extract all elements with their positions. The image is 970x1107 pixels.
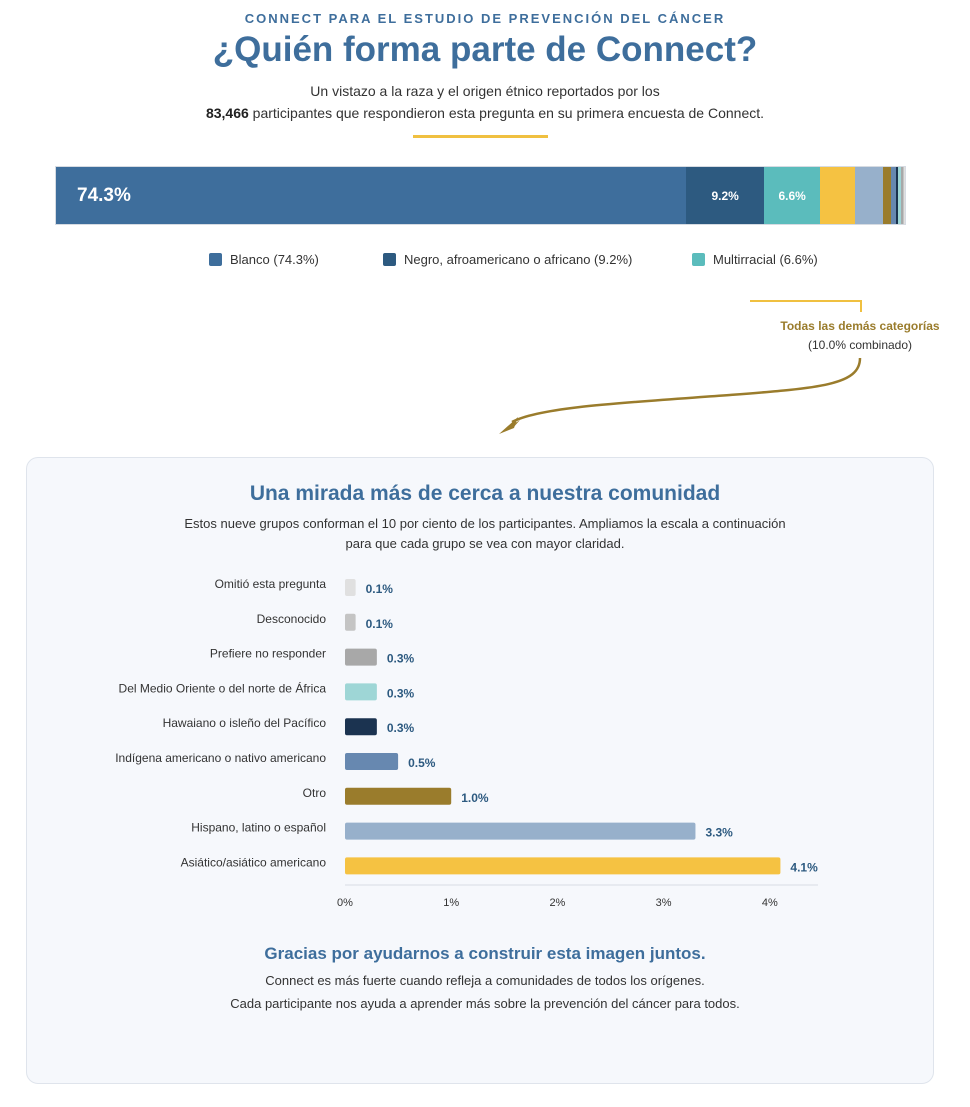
- callout-arrow-curve: [511, 357, 862, 424]
- category-label: Hispano, latino o español: [191, 821, 326, 835]
- overview-segment-indigena: [891, 167, 896, 224]
- detail-bar: [345, 683, 377, 701]
- detail-bar: [345, 718, 377, 736]
- callout-arrow-icon: [499, 357, 862, 434]
- detail-bar: [345, 648, 377, 666]
- category-label: Indígena americano o nativo americano: [115, 751, 326, 765]
- overview-segment-multirracial: 6.6%: [764, 167, 821, 224]
- detail-bar: [345, 579, 356, 596]
- category-label: Hawaiano o isleño del Pacífico: [163, 716, 327, 730]
- participant-count: 83,466: [205, 105, 249, 121]
- overview-segment-desconocido: [903, 167, 905, 224]
- overview-segment-otro: [882, 167, 892, 224]
- thanks-line-2: Cada participante nos ayuda a aprender m…: [230, 996, 740, 1011]
- category-label: Asiático/asiático americano: [181, 855, 327, 869]
- overview-segment-hispano: [854, 167, 883, 224]
- value-label: 0.1%: [366, 617, 394, 631]
- value-label: 0.1%: [366, 582, 394, 596]
- overview-segment-negro: 9.2%: [686, 167, 765, 224]
- legend-swatch: [383, 253, 396, 266]
- detail-bar: [345, 613, 356, 631]
- value-label: 0.3%: [387, 721, 415, 735]
- value-label: 3.3%: [705, 826, 733, 840]
- overview-segment-label: 74.3%: [77, 184, 131, 206]
- intro-line-2: 83,466 participantes que respondieron es…: [0, 105, 970, 121]
- callout-arrow-head-fill: [499, 417, 518, 434]
- legend-item-negro: Negro, afroamericano o africano (9.2%): [383, 252, 632, 267]
- legend-item-blanco: Blanco (74.3%): [209, 252, 319, 267]
- value-label: 0.5%: [408, 756, 436, 770]
- detail-bar: [345, 753, 399, 770]
- detail-bar-chart: Omitió esta pregunta 0.1% Desconocido 0.1% P…: [115, 577, 818, 909]
- overview-segment-label: 9.2%: [711, 188, 739, 203]
- overview-segment-asiatico: [820, 167, 855, 224]
- category-label: Prefiere no responder: [210, 647, 326, 661]
- panel-title: Una mirada más de cerca a nuestra comuni…: [249, 482, 721, 505]
- closer-look-panel: [26, 457, 934, 1084]
- x-tick-label: 3%: [656, 897, 672, 909]
- value-label: 4.1%: [790, 860, 818, 874]
- category-label: Del Medio Oriente o del norte de África: [119, 680, 327, 695]
- detail-bar: [345, 787, 452, 805]
- thanks-title: Gracias por ayudarnos a construir esta i…: [264, 944, 706, 963]
- panel-subtitle-1: Estos nueve grupos conforman el 10 por c…: [184, 516, 786, 531]
- x-tick-label: 2%: [549, 897, 565, 909]
- overview-segment-hawaiano: [895, 167, 899, 224]
- overview-segment-medio_oriente: [898, 167, 901, 224]
- detail-bar: [345, 857, 781, 875]
- legend-label: Multirracial (6.6%): [713, 252, 818, 267]
- panel-subtitle-2: para que cada grupo se vea con mayor cla…: [345, 536, 625, 551]
- value-label: 1.0%: [461, 791, 489, 805]
- value-label: 0.3%: [387, 652, 415, 666]
- x-tick-label: 0%: [337, 897, 353, 909]
- overview-segment-omitio: [904, 167, 905, 224]
- x-tick-label: 1%: [443, 897, 459, 909]
- legend-swatch: [209, 253, 222, 266]
- legend-swatch: [692, 253, 705, 266]
- x-tick-label: 4%: [762, 897, 778, 909]
- legend-item-multirracial: Multirracial (6.6%): [692, 252, 818, 267]
- callout-bracket: [750, 300, 862, 312]
- overview-segment-label: 6.6%: [778, 188, 806, 203]
- intro-line-1: Un vistazo a la raza y el origen étnico …: [310, 83, 660, 99]
- callout-title: Todas las demás categorías: [780, 319, 940, 333]
- thanks-line-1: Connect es más fuerte cuando refleja a c…: [265, 973, 705, 988]
- page-title: ¿Quién forma parte de Connect?: [212, 30, 758, 69]
- overview-segment-prefiere: [900, 167, 904, 224]
- legend-label: Negro, afroamericano o africano (9.2%): [404, 252, 633, 267]
- category-label: Otro: [303, 786, 327, 800]
- intro-line-2-rest: participantes que respondieron esta preg…: [248, 105, 765, 121]
- overview-stacked-bar: 74.3% 9.2% 6.6%: [55, 166, 906, 225]
- legend-label: Blanco (74.3%): [230, 252, 319, 267]
- value-label: 0.3%: [387, 686, 415, 700]
- overview-legend: Blanco (74.3%) Negro, afroamericano o afr…: [0, 252, 970, 272]
- overview-segment-blanco: 74.3%: [56, 167, 687, 224]
- eyebrow: CONNECT PARA EL ESTUDIO DE PREVENCIÓN DE…: [244, 11, 726, 26]
- callout-subtitle: (10.0% combinado): [807, 338, 913, 352]
- category-label: Desconocido: [257, 612, 327, 626]
- gold-divider: [413, 135, 548, 138]
- category-label: Omitió esta pregunta: [215, 577, 327, 591]
- detail-bar: [345, 822, 696, 840]
